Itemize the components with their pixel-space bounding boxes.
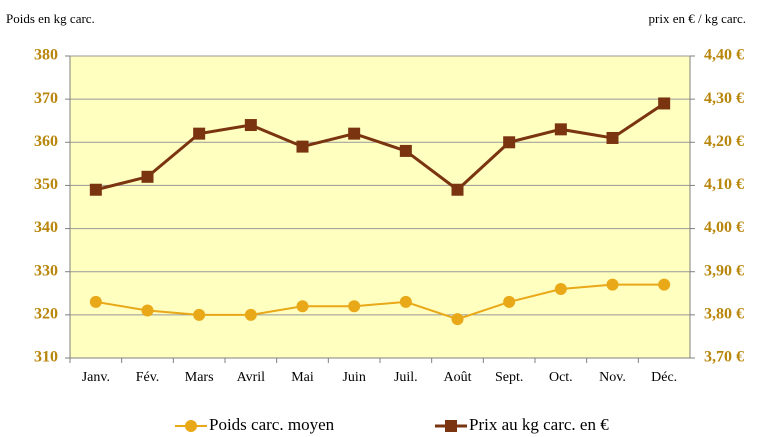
y-tick-label: 370 xyxy=(34,90,58,107)
x-tick-label: Mai xyxy=(291,370,314,385)
legend-label: Poids carc. moyen xyxy=(209,415,335,434)
marker xyxy=(658,278,671,291)
marker xyxy=(141,170,154,183)
marker xyxy=(606,278,619,291)
plot-area xyxy=(69,55,691,359)
x-tick-label: Mars xyxy=(185,370,214,385)
y2-tick-label: 4,40 € xyxy=(704,47,744,64)
y2-tick-label: 4,10 € xyxy=(704,176,744,193)
y2-tick-label: 4,20 € xyxy=(704,133,744,150)
y-tick-label: 350 xyxy=(34,176,58,193)
legend-marker xyxy=(185,420,197,432)
marker xyxy=(193,127,206,140)
x-tick-label: Avril xyxy=(237,370,266,385)
x-tick-label: Juin xyxy=(342,370,365,385)
x-tick-label: Juil. xyxy=(394,370,418,385)
y-tick-label: 310 xyxy=(34,349,58,366)
y-tick-label: 330 xyxy=(34,262,58,279)
y-tick-label: 380 xyxy=(34,47,58,64)
y2-tick-label: 3,90 € xyxy=(704,262,744,279)
marker xyxy=(399,295,412,308)
marker xyxy=(141,304,154,317)
marker xyxy=(244,119,257,132)
marker xyxy=(503,295,516,308)
y2-tick-label: 3,70 € xyxy=(704,349,744,366)
marker xyxy=(348,127,361,140)
marker xyxy=(503,136,516,149)
marker xyxy=(451,313,464,326)
x-tick-label: Août xyxy=(444,370,472,385)
y-tick-label: 340 xyxy=(34,219,58,236)
x-tick-label: Sept. xyxy=(495,370,523,385)
y2-tick-label: 4,00 € xyxy=(704,219,744,236)
marker xyxy=(296,140,309,153)
marker xyxy=(658,97,671,110)
marker xyxy=(348,300,361,313)
y2-axis-label: prix en € / kg carc. xyxy=(649,11,746,26)
marker xyxy=(451,183,464,196)
marker xyxy=(89,295,102,308)
x-tick-label: Oct. xyxy=(549,370,573,385)
marker xyxy=(244,308,257,321)
series-line xyxy=(95,283,665,321)
y-tick-label: 360 xyxy=(34,133,58,150)
marker xyxy=(193,308,206,321)
marker xyxy=(399,144,412,157)
marker xyxy=(554,282,567,295)
legend-marker xyxy=(445,420,457,432)
series-line xyxy=(95,102,665,192)
y2-tick-label: 4,30 € xyxy=(704,90,744,107)
marker xyxy=(296,300,309,313)
x-tick-label: Déc. xyxy=(651,370,677,385)
y-axis-label: Poids en kg carc. xyxy=(6,11,95,26)
x-tick-label: Janv. xyxy=(82,370,110,385)
y2-tick-label: 3,80 € xyxy=(704,306,744,323)
marker xyxy=(554,123,567,136)
x-tick-label: Fév. xyxy=(136,370,160,385)
y-tick-label: 320 xyxy=(34,306,58,323)
legend-label: Prix au kg carc. en € xyxy=(469,415,609,434)
marker xyxy=(89,183,102,196)
x-tick-label: Nov. xyxy=(599,370,626,385)
marker xyxy=(606,131,619,144)
